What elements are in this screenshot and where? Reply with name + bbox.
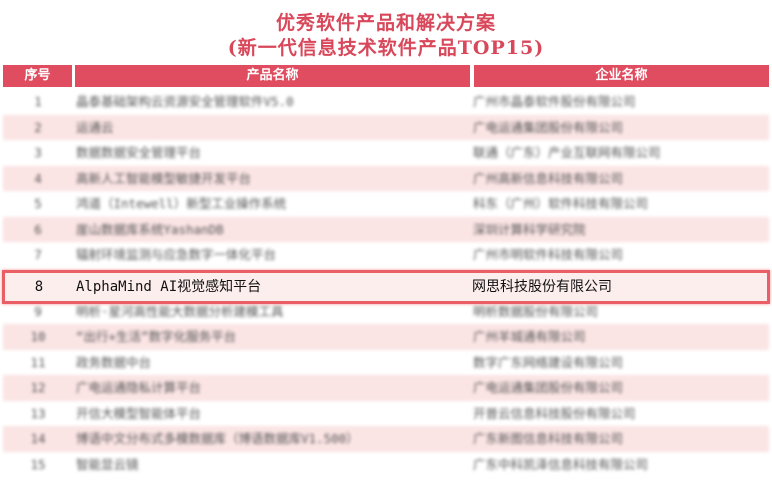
table-row: 2 运通云 广电运通集团股份有限公司 (3, 114, 769, 140)
company-name: 广东中科凯泽信息科技有限公司 (473, 456, 649, 472)
row-number: 3 (34, 145, 42, 160)
product-name: “出行+生活”数字化服务平台 (76, 329, 237, 344)
table-body: 1 晶泰基础架构云资源安全管理软件V5.0 广州市晶泰软件股份有限公司 2 运通云 广电运… (3, 89, 769, 477)
company-name: 深圳计算科学研究院 (473, 221, 586, 237)
table-row: 11 政务数据中台 数字广东网络建设有限公司 (3, 350, 769, 376)
row-number: 2 (34, 119, 42, 135)
product-name: 崖山数据库系统YashanDB (76, 221, 224, 237)
row-number: 4 (34, 170, 42, 186)
header-product: 产品名称 (75, 65, 470, 87)
row-number: 5 (34, 196, 42, 211)
row-number: 7 (34, 247, 42, 262)
table-row: 6 崖山数据库系统YashanDB 深圳计算科学研究院 (3, 216, 769, 242)
product-name: 运通云 (76, 119, 114, 135)
page-subtitle: (新一代信息技术软件产品TOP15) (227, 37, 545, 59)
header-company: 企业名称 (474, 65, 769, 87)
highlighted-row: 8 AlphaMind AI视觉感知平台 网思科技股份有限公司 (2, 270, 770, 304)
row-number: 12 (30, 380, 46, 395)
company-name: 广东新图信息科技有限公司 (473, 431, 624, 446)
table-row: 1 晶泰基础架构云资源安全管理软件V5.0 广州市晶泰软件股份有限公司 (3, 89, 769, 115)
product-name: 辐射环境监测与应急数字一体化平台 (76, 247, 277, 262)
row-number: 13 (30, 405, 46, 421)
product-name: 开信大模型智能体平台 (76, 405, 202, 421)
table-row: 15 智能显云镜 广东中科凯泽信息科技有限公司 (3, 452, 769, 478)
table-row: 3 数据数据安全管理平台 联通（广东）产业互联网有限公司 (3, 140, 769, 166)
row-number: 11 (30, 354, 46, 370)
product-name: 数据数据安全管理平台 (76, 145, 202, 160)
header-no: 序号 (3, 65, 72, 87)
company-name: 广州高新信息科技有限公司 (473, 170, 624, 186)
table-row: 9 明析·星河高性能大数据分析建模工具 明析数据股份有限公司 (3, 299, 769, 325)
product-name: 晶泰基础架构云资源安全管理软件V5.0 (76, 94, 294, 109)
table-row: 14 博语中文分布式多模数据库（博语数据库V1.500） 广东新图信息科技有限公司 (3, 426, 769, 452)
table-row: 10 “出行+生活”数字化服务平台 广州羊城通有限公司 (3, 324, 769, 350)
row-number: 8 (34, 279, 44, 295)
product-name: 政务数据中台 (76, 354, 152, 370)
company-name: 广州市晶泰软件股份有限公司 (473, 94, 636, 109)
product-name: 高新人工智能模型敏捷开发平台 (76, 170, 252, 186)
row-number: 10 (30, 329, 46, 344)
company-name: 明析数据股份有限公司 (473, 303, 599, 319)
row-number: 14 (30, 431, 46, 446)
company-name: 科东（广州）软件科技有限公司 (473, 196, 649, 211)
company-name: 数字广东网络建设有限公司 (473, 354, 624, 370)
product-name: 明析·星河高性能大数据分析建模工具 (76, 303, 284, 319)
product-name: 智能显云镜 (76, 456, 139, 472)
row-number: 15 (30, 456, 46, 472)
row-number: 6 (34, 221, 42, 237)
table-row: 7 辐射环境监测与应急数字一体化平台 广州市明软件科技有限公司 (3, 242, 769, 268)
company-name: 网思科技股份有限公司 (472, 279, 612, 295)
table-row: 12 广电运通隐私计算平台 广电运通集团股份有限公司 (3, 375, 769, 401)
product-name: 鸿道（Intewell）新型工业操作系统 (76, 196, 287, 211)
product-name: AlphaMind AI视觉感知平台 (76, 279, 262, 295)
table-row: 4 高新人工智能模型敏捷开发平台 广州高新信息科技有限公司 (3, 165, 769, 191)
page-title: 优秀软件产品和解决方案 (275, 12, 496, 34)
company-name: 联通（广东）产业互联网有限公司 (473, 145, 661, 160)
company-name: 广电运通集团股份有限公司 (473, 119, 624, 135)
company-name: 广州市明软件科技有限公司 (473, 247, 624, 262)
table-row: 5 鸿道（Intewell）新型工业操作系统 科东（广州）软件科技有限公司 (3, 191, 769, 217)
table-row: 13 开信大模型智能体平台 开普云信息科技股份有限公司 (3, 401, 769, 427)
product-name: 广电运通隐私计算平台 (76, 380, 202, 395)
company-name: 广电运通集团股份有限公司 (473, 380, 624, 395)
product-name: 博语中文分布式多模数据库（博语数据库V1.500） (76, 431, 359, 446)
company-name: 广州羊城通有限公司 (473, 329, 586, 344)
row-number: 1 (34, 94, 42, 109)
company-name: 开普云信息科技股份有限公司 (473, 405, 636, 421)
row-number: 9 (34, 303, 42, 319)
